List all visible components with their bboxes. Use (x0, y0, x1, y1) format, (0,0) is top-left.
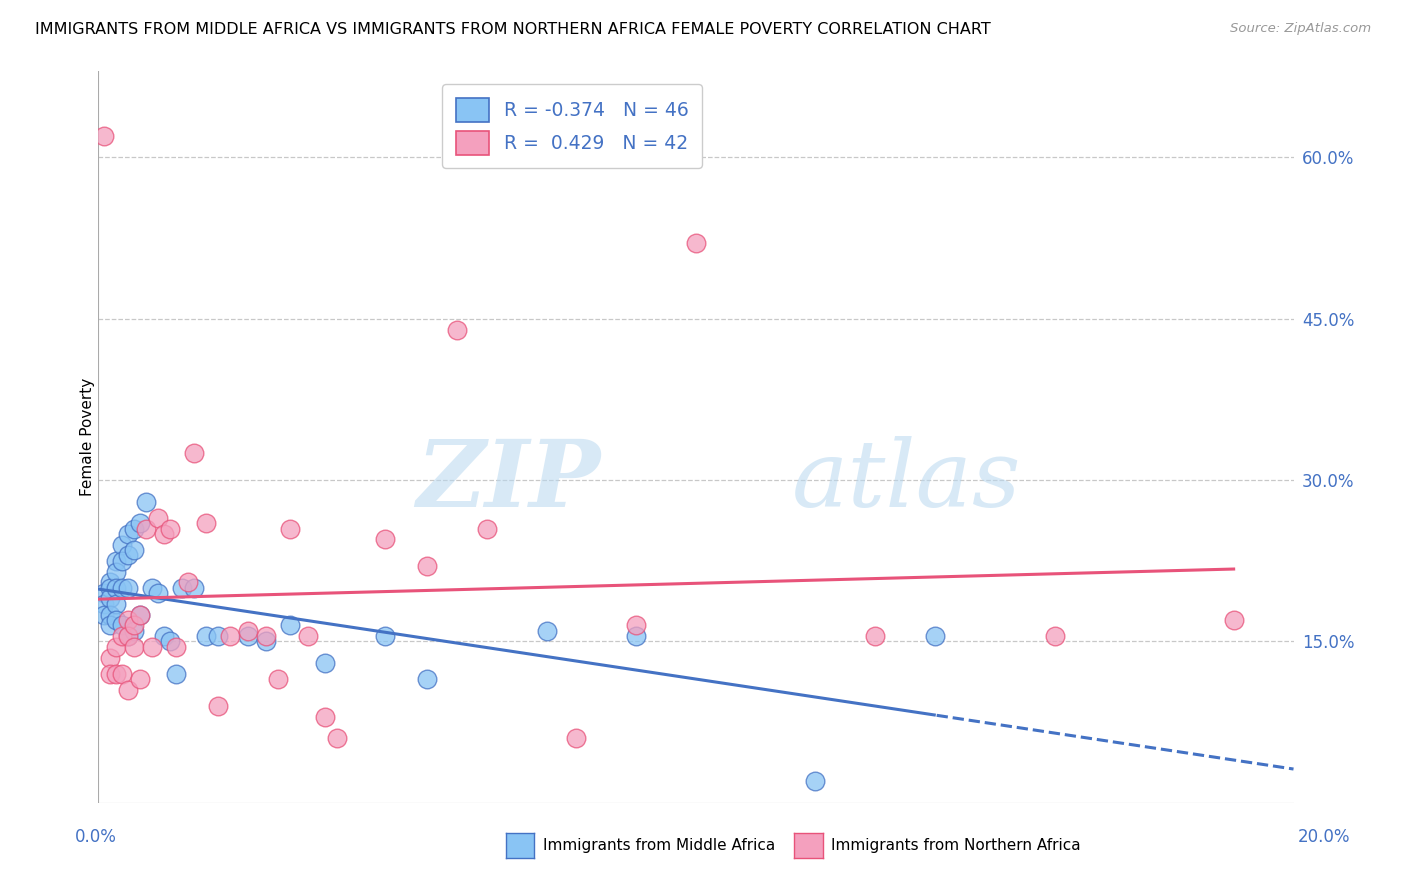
Point (129, 607, 152, 622)
Point (865, 629, 887, 643)
Point (141, 640, 163, 654)
Point (165, 640, 187, 654)
Point (153, 527, 176, 541)
Point (105, 613, 128, 627)
Point (165, 666, 187, 681)
Point (93, 586, 115, 600)
Point (93, 597, 115, 611)
Point (804, 774, 827, 789)
Point (195, 629, 218, 643)
Point (159, 521, 181, 535)
Point (111, 629, 134, 643)
Point (105, 640, 128, 654)
Point (93, 128, 115, 143)
Text: ZIP: ZIP (416, 436, 600, 526)
Point (626, 629, 648, 643)
Point (416, 559, 439, 574)
Point (129, 672, 152, 686)
Point (124, 624, 146, 638)
Point (124, 618, 146, 632)
Point (254, 629, 277, 643)
Point (111, 554, 134, 568)
Point (135, 494, 157, 508)
Point (374, 533, 396, 547)
Point (536, 624, 558, 638)
Point (148, 510, 170, 524)
Point (374, 629, 396, 643)
Point (117, 581, 139, 595)
Point (105, 565, 128, 579)
Y-axis label: Female Poverty: Female Poverty (80, 378, 94, 496)
Point (135, 521, 157, 535)
Point (98, 581, 122, 595)
Point (111, 666, 134, 681)
Point (219, 629, 242, 643)
Point (98, 591, 122, 606)
Text: atlas: atlas (792, 436, 1021, 526)
Point (111, 538, 134, 552)
Point (685, 236, 707, 251)
Point (326, 731, 349, 746)
Point (141, 581, 163, 595)
Point (93, 607, 115, 622)
Text: Source: ZipAtlas.com: Source: ZipAtlas.com (1230, 22, 1371, 36)
Point (105, 581, 128, 595)
Point (105, 554, 128, 568)
Point (475, 521, 498, 535)
Point (278, 521, 301, 535)
Point (98, 666, 122, 681)
Point (159, 634, 181, 648)
Point (153, 629, 176, 643)
Point (148, 586, 170, 600)
Point (565, 731, 588, 746)
Text: Immigrants from Middle Africa: Immigrants from Middle Africa (543, 838, 775, 853)
Point (105, 597, 128, 611)
Point (117, 613, 139, 627)
Point (236, 624, 259, 638)
Point (117, 629, 139, 643)
Point (315, 710, 337, 724)
Point (924, 629, 946, 643)
Point (117, 629, 139, 643)
Text: Immigrants from Northern Africa: Immigrants from Northern Africa (831, 838, 1081, 853)
Point (183, 581, 205, 595)
Point (254, 634, 277, 648)
Point (1223, 613, 1246, 627)
Point (98, 575, 122, 590)
Point (124, 543, 146, 558)
Point (98, 618, 122, 632)
Point (207, 629, 229, 643)
Text: 0.0%: 0.0% (75, 828, 117, 846)
Point (267, 672, 290, 686)
Point (105, 666, 128, 681)
Point (297, 629, 319, 643)
Point (111, 618, 134, 632)
Point (278, 618, 301, 632)
Point (124, 521, 146, 535)
Point (626, 618, 648, 632)
Point (236, 629, 259, 643)
Point (195, 516, 218, 530)
Point (177, 575, 200, 590)
Text: IMMIGRANTS FROM MIDDLE AFRICA VS IMMIGRANTS FROM NORTHERN AFRICA FEMALE POVERTY : IMMIGRANTS FROM MIDDLE AFRICA VS IMMIGRA… (35, 22, 991, 37)
Text: 20.0%: 20.0% (1298, 828, 1351, 846)
Point (117, 682, 139, 697)
Point (117, 527, 139, 541)
Point (1043, 629, 1066, 643)
Legend: R = -0.374   N = 46, R =  0.429   N = 42: R = -0.374 N = 46, R = 0.429 N = 42 (443, 85, 702, 169)
Point (111, 581, 134, 595)
Point (183, 446, 205, 460)
Point (315, 656, 337, 670)
Point (98, 650, 122, 665)
Point (446, 322, 468, 336)
Point (124, 640, 146, 654)
Point (98, 607, 122, 622)
Point (129, 607, 152, 622)
Point (207, 698, 229, 713)
Point (172, 581, 194, 595)
Point (117, 549, 139, 563)
Point (129, 516, 152, 530)
Point (416, 672, 439, 686)
